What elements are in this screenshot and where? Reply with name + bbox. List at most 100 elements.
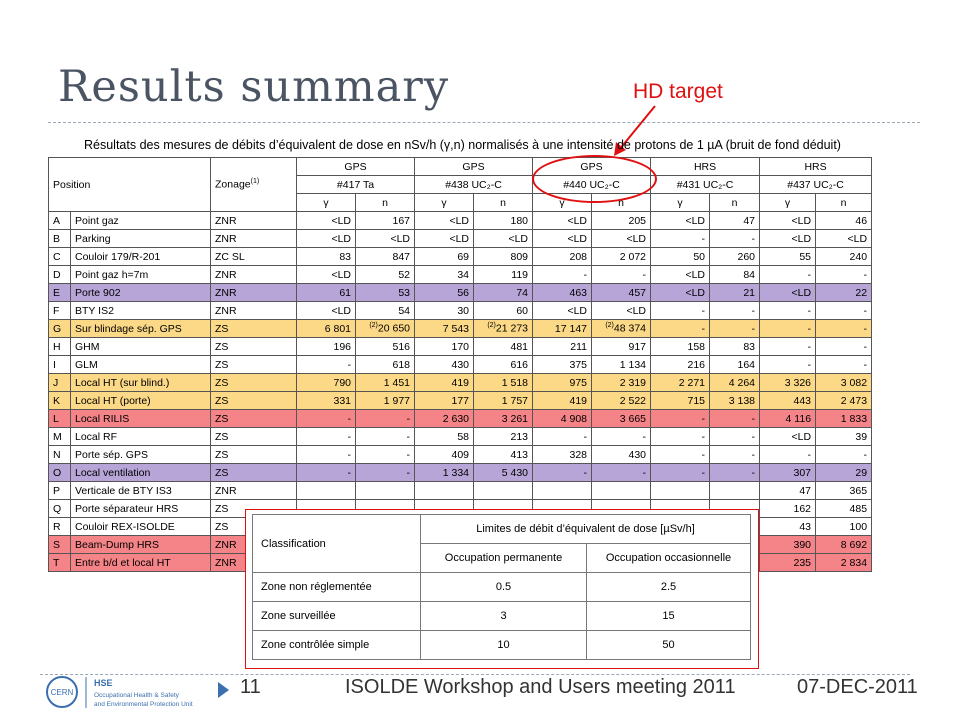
- value-text: -: [642, 430, 647, 443]
- svg-text:HSE: HSE: [94, 678, 113, 688]
- value-cell: 216: [650, 355, 711, 374]
- value-text: -: [807, 268, 812, 281]
- zone-name: Zone contrôlée simple: [252, 630, 421, 660]
- row-id: Q: [48, 499, 71, 518]
- value-cell: 3 261: [473, 409, 534, 428]
- value-cell: 56: [414, 283, 475, 302]
- row-id: R: [48, 517, 71, 536]
- value-text: -: [751, 322, 756, 335]
- value-text: 419: [451, 376, 470, 389]
- table-row: C Couloir 179/R-201 ZC SL 83 847 69 809 208 2 07…: [48, 247, 873, 266]
- value-text: 1 451: [383, 376, 411, 389]
- value-cell: -: [296, 445, 357, 464]
- value-text: 119: [511, 268, 529, 281]
- value-cell: 8 692: [815, 535, 873, 554]
- value-cell: -: [815, 337, 873, 356]
- row-position: Beam-Dump HRS: [69, 535, 212, 554]
- value-text: 790: [333, 376, 352, 389]
- value-cell: 100: [815, 517, 873, 536]
- value-cell: 3 665: [591, 409, 652, 428]
- row-id: G: [48, 319, 71, 338]
- value-text: -: [642, 466, 647, 479]
- value-cell: [473, 481, 534, 500]
- position-header: Position: [47, 157, 212, 212]
- value-cell: <LD: [532, 301, 593, 320]
- value-text: 409: [451, 448, 470, 461]
- value-cell: -: [355, 463, 416, 482]
- value-cell: 17 147: [532, 319, 593, 338]
- value-cell: -: [650, 427, 711, 446]
- value-cell: 3 082: [815, 373, 873, 392]
- col-permanent: Occupation permanente: [420, 543, 587, 573]
- row-zone: ZS: [210, 409, 298, 428]
- row-position: Porte sép. GPS: [69, 445, 212, 464]
- limit-permanent: 3: [420, 601, 587, 631]
- value-text: 162: [793, 502, 812, 515]
- neutron-header: n: [709, 193, 761, 212]
- value-text: -: [347, 358, 352, 371]
- value-cell: 365: [815, 481, 873, 500]
- value-cell: 809: [473, 247, 534, 266]
- value-cell: -: [532, 265, 593, 284]
- value-cell: 5 430: [473, 463, 534, 482]
- value-text: -: [863, 448, 868, 461]
- value-cell: <LD: [414, 229, 475, 248]
- value-cell: 21: [709, 283, 761, 302]
- value-text: 164: [737, 358, 756, 371]
- value-cell: 2 522: [591, 391, 652, 410]
- value-text: 4 264: [728, 376, 756, 389]
- table-row: L Local RILIS ZS - - 2 630 3 261 4 908 3 665 - - 4 …: [48, 409, 873, 428]
- row-position: Parking: [69, 229, 212, 248]
- value-text: -: [701, 448, 706, 461]
- value-text: 419: [569, 394, 588, 407]
- value-text: 1 757: [501, 394, 529, 407]
- row-position: Local ventilation: [69, 463, 212, 482]
- value-cell: -: [709, 463, 761, 482]
- value-text: -: [863, 304, 868, 317]
- value-text: <LD: [390, 232, 411, 245]
- value-cell: -: [650, 409, 711, 428]
- value-cell: 419: [532, 391, 593, 410]
- value-cell: 162: [759, 499, 817, 518]
- value-text: 17 147: [554, 322, 588, 335]
- row-position: Local RILIS: [69, 409, 212, 428]
- value-text: 47: [799, 484, 812, 497]
- value-cell: 1 451: [355, 373, 416, 392]
- title-divider: [48, 122, 920, 123]
- value-cell: 69: [414, 247, 475, 266]
- value-cell: 22: [815, 283, 873, 302]
- value-cell: 2 271: [650, 373, 711, 392]
- value-text: 8 692: [840, 538, 868, 551]
- limits-table: Classification Limites de débit d’équiva…: [252, 514, 751, 660]
- row-position: Entre b/d et local HT: [69, 553, 212, 572]
- value-text: -: [701, 412, 706, 425]
- value-cell: 516: [355, 337, 416, 356]
- value-cell: 2 072: [591, 247, 652, 266]
- value-text: 809: [510, 250, 529, 263]
- value-text: 21 273: [495, 322, 529, 335]
- neutron-header: n: [355, 193, 416, 212]
- value-cell: -: [650, 445, 711, 464]
- value-text: <LD: [449, 232, 470, 245]
- value-cell: (2)48 374: [591, 319, 652, 338]
- value-text: -: [751, 412, 756, 425]
- value-text: 430: [628, 448, 647, 461]
- zone-name: Zone non réglementée: [252, 572, 421, 602]
- value-cell: -: [709, 445, 761, 464]
- table-row: O Local ventilation ZS - - 1 334 5 430 - - - - 307 2…: [48, 463, 873, 482]
- row-position: BTY IS2: [69, 301, 212, 320]
- value-text: 516: [392, 340, 411, 353]
- value-text: <LD: [847, 232, 868, 245]
- value-cell: 2 834: [815, 553, 873, 572]
- value-cell: 84: [709, 265, 761, 284]
- value-cell: 54: [355, 301, 416, 320]
- row-id: A: [48, 211, 71, 230]
- row-zone: ZS: [210, 337, 298, 356]
- value-text: 46: [855, 214, 868, 227]
- row-position: Couloir REX-ISOLDE: [69, 517, 212, 536]
- value-text: 1 134: [619, 358, 647, 371]
- value-cell: 1 833: [815, 409, 873, 428]
- value-text: 34: [457, 268, 470, 281]
- value-cell: 43: [759, 517, 817, 536]
- value-cell: 618: [355, 355, 416, 374]
